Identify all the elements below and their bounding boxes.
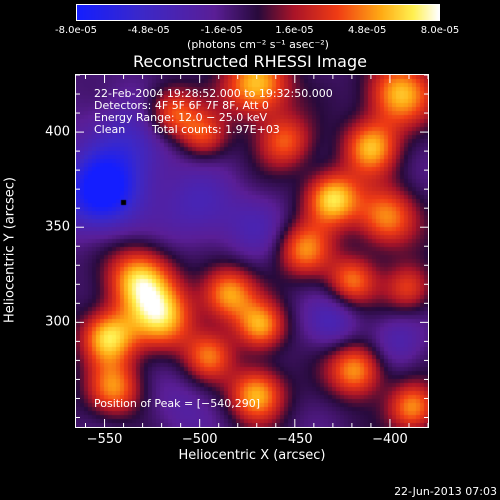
x-tick-label: −400: [372, 432, 408, 447]
timestamp: 22-Jun-2013 07:03: [394, 485, 497, 498]
colorbar-tick-label: 8.0e-05: [420, 25, 460, 36]
x-tick-label: −500: [181, 432, 218, 447]
colorbar-units: (photons cm⁻² s⁻¹ asec⁻²): [187, 38, 329, 51]
colorbar-tick-label: 4.8e-05: [347, 25, 387, 36]
annotation-counts: Total counts: 1.97E+03: [152, 123, 280, 136]
chart-title: Reconstructed RHESSI Image: [133, 52, 367, 71]
heatmap-plot: [76, 75, 428, 427]
colorbar-tick-label: -4.8e-05: [127, 25, 170, 36]
annotation-peak: Position of Peak = [−540,290]: [94, 397, 261, 410]
annotation-detectors: Detectors: 4F 5F 6F 7F 8F, Att 0: [94, 99, 269, 112]
colorbar-tick-label: -1.6e-05: [200, 25, 243, 36]
annotation-time: 22-Feb-2004 19:28:52.000 to 19:32:50.000: [94, 87, 333, 100]
y-axis-label: Heliocentric Y (arcsec): [2, 177, 18, 323]
colorbar: [76, 4, 440, 21]
y-tick-label: 400: [45, 124, 70, 140]
x-axis-label: Heliocentric X (arcsec): [178, 448, 326, 463]
x-tick-label: −450: [276, 432, 313, 447]
colorbar-tick-label: 1.6e-05: [275, 25, 314, 36]
x-tick-label: −550: [86, 432, 123, 447]
heatmap-image: [76, 75, 428, 427]
colorbar-tick-label: -8.0e-05: [55, 25, 97, 36]
annotation-method: Clean: [94, 123, 126, 136]
y-tick-label: 300: [45, 314, 70, 330]
annotation-energy: Energy Range: 12.0 − 25.0 keV: [94, 111, 268, 124]
y-tick-label: 350: [45, 219, 70, 235]
